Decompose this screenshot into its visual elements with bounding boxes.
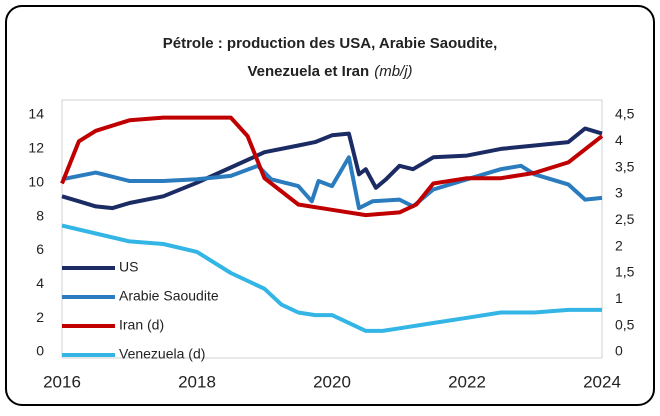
- legend-label: Iran (d): [119, 317, 164, 333]
- plot-area: [61, 99, 603, 359]
- x-tick-label: 2020: [313, 372, 351, 391]
- x-tick-label: 2016: [43, 372, 81, 391]
- y2-tick-label: 4: [615, 132, 623, 148]
- chart-title: Pétrole : production des USA, Arabie Sao…: [163, 35, 498, 52]
- y2-tick-label: 0: [615, 343, 623, 359]
- series-line: [61, 155, 603, 211]
- series-line: [61, 223, 602, 333]
- y-tick-label: 10: [28, 173, 44, 189]
- y2-tick-label: 4,5: [615, 106, 635, 122]
- y2-tick-label: 0,5: [615, 316, 635, 332]
- y-tick-label: 8: [36, 207, 44, 223]
- y2-tick-label: 1,5: [615, 264, 635, 280]
- x-tick-label: 2022: [448, 372, 486, 391]
- chart-title: Venezuela et Iran (mb/j): [247, 63, 412, 80]
- y-tick-label: 0: [36, 343, 44, 359]
- x-tick-label: 2024: [583, 372, 621, 391]
- y2-tick-label: 2: [615, 237, 623, 253]
- legend-label: Arabie Saoudite: [119, 288, 219, 304]
- y-tick-label: 4: [36, 275, 44, 291]
- y2-tick-label: 1: [615, 290, 623, 306]
- y-tick-label: 12: [28, 140, 44, 156]
- y2-tick-label: 3: [615, 185, 623, 201]
- legend-label: Venezuela (d): [119, 346, 205, 362]
- series-line: [60, 115, 604, 218]
- y2-tick-label: 2,5: [615, 211, 635, 227]
- y-tick-label: 14: [28, 106, 44, 122]
- x-tick-label: 2018: [178, 372, 216, 391]
- title-unit: (mb/j): [374, 63, 412, 80]
- y-tick-label: 2: [36, 309, 44, 325]
- y-tick-label: 6: [36, 241, 44, 257]
- chart-frame: [5, 5, 655, 406]
- legend-label: US: [119, 259, 138, 275]
- y2-tick-label: 3,5: [615, 158, 635, 174]
- series-line: [61, 126, 603, 211]
- chart-title: Venezuela et Iran: [247, 63, 369, 80]
